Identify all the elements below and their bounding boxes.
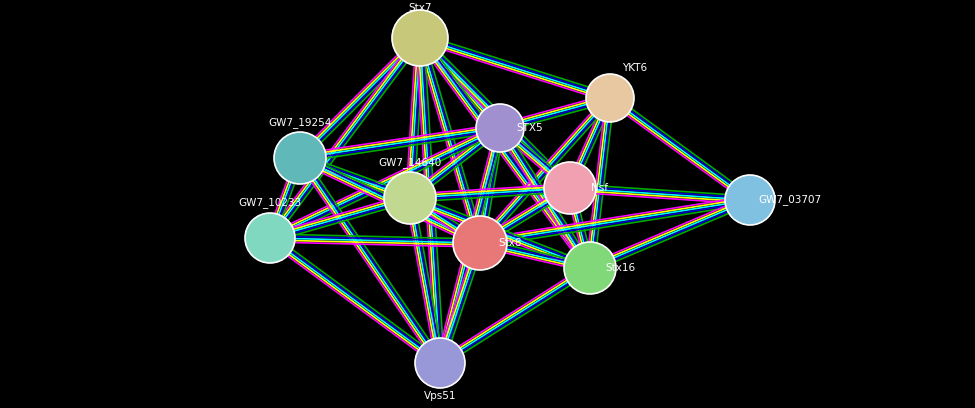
Text: GW7_19254: GW7_19254	[268, 118, 332, 129]
Text: GW7_10233: GW7_10233	[238, 197, 301, 208]
Text: Vps51: Vps51	[424, 391, 456, 401]
Text: GW7_14640: GW7_14640	[378, 157, 442, 169]
Circle shape	[245, 213, 295, 263]
Circle shape	[415, 338, 465, 388]
Text: YKT6: YKT6	[622, 63, 647, 73]
Circle shape	[544, 162, 596, 214]
Circle shape	[384, 172, 436, 224]
Circle shape	[564, 242, 616, 294]
Circle shape	[274, 132, 326, 184]
Text: Nsf: Nsf	[592, 183, 608, 193]
Text: Stx8: Stx8	[498, 238, 522, 248]
Circle shape	[586, 74, 634, 122]
Circle shape	[453, 216, 507, 270]
Circle shape	[725, 175, 775, 225]
Circle shape	[392, 10, 448, 66]
Circle shape	[476, 104, 524, 152]
Text: Stx16: Stx16	[604, 263, 635, 273]
Text: STX5: STX5	[517, 123, 543, 133]
Text: GW7_03707: GW7_03707	[759, 195, 822, 206]
Text: Stx7: Stx7	[409, 3, 432, 13]
